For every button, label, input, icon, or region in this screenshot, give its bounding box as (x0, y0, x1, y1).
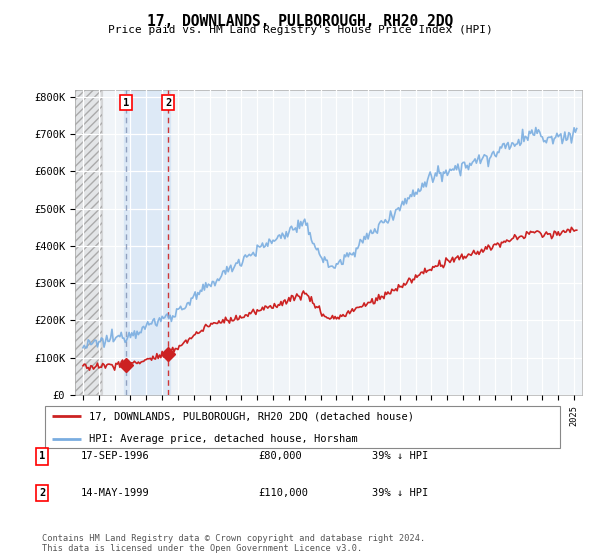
Text: 1: 1 (123, 97, 129, 108)
Text: HPI: Average price, detached house, Horsham: HPI: Average price, detached house, Hors… (89, 434, 358, 444)
Text: Price paid vs. HM Land Registry's House Price Index (HPI): Price paid vs. HM Land Registry's House … (107, 25, 493, 35)
Text: 17-SEP-1996: 17-SEP-1996 (81, 451, 150, 461)
Text: £80,000: £80,000 (258, 451, 302, 461)
Text: Contains HM Land Registry data © Crown copyright and database right 2024.
This d: Contains HM Land Registry data © Crown c… (42, 534, 425, 553)
Text: 39% ↓ HPI: 39% ↓ HPI (372, 451, 428, 461)
FancyBboxPatch shape (44, 405, 560, 449)
Text: 1: 1 (39, 451, 45, 461)
Text: £110,000: £110,000 (258, 488, 308, 498)
Text: 14-MAY-1999: 14-MAY-1999 (81, 488, 150, 498)
Text: 2: 2 (39, 488, 45, 498)
Text: 17, DOWNLANDS, PULBOROUGH, RH20 2DQ: 17, DOWNLANDS, PULBOROUGH, RH20 2DQ (147, 14, 453, 29)
Text: 17, DOWNLANDS, PULBOROUGH, RH20 2DQ (detached house): 17, DOWNLANDS, PULBOROUGH, RH20 2DQ (det… (89, 411, 414, 421)
Text: 39% ↓ HPI: 39% ↓ HPI (372, 488, 428, 498)
Text: 2: 2 (165, 97, 171, 108)
